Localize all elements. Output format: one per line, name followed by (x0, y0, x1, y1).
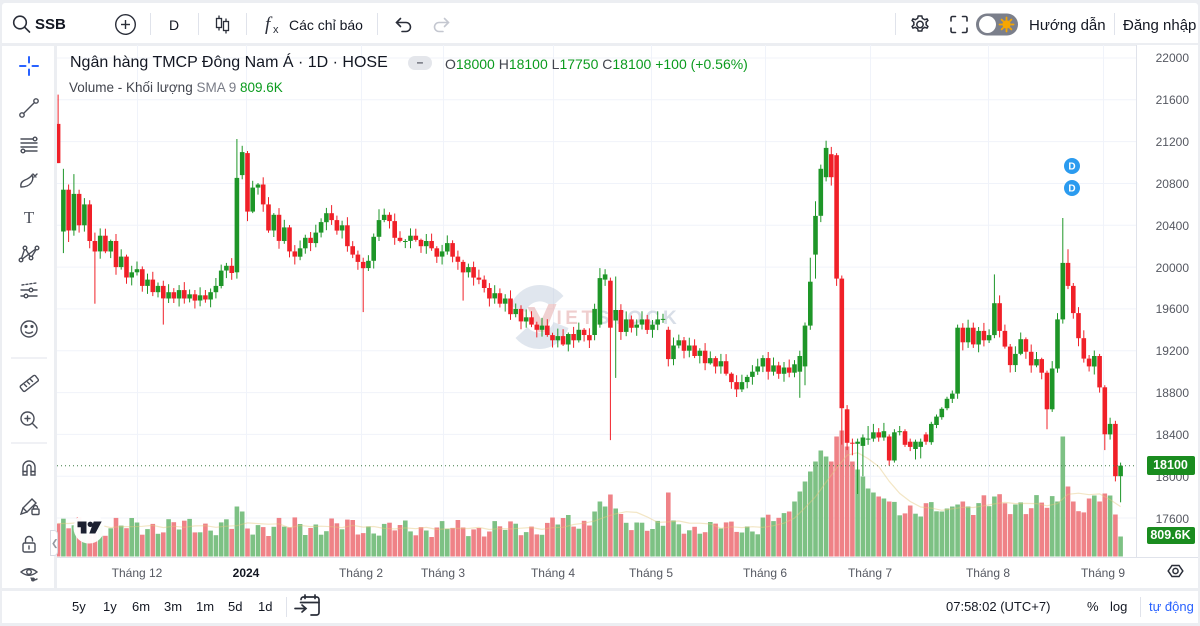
svg-text:IETSTOCK: IETSTOCK (556, 308, 680, 329)
svg-text:T: T (24, 208, 35, 227)
svg-text:f: f (265, 14, 273, 35)
svg-text:D: D (1068, 162, 1075, 173)
svg-text:x: x (273, 24, 279, 36)
svg-text:D: D (1068, 184, 1075, 195)
